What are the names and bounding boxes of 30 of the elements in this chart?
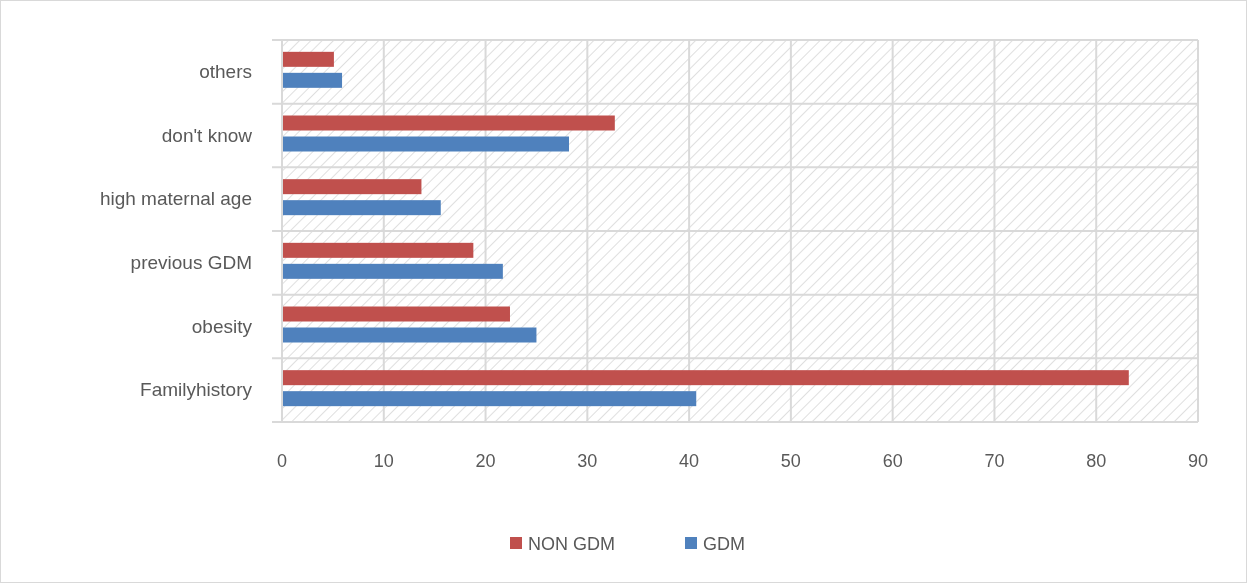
x-tick-label: 80: [1086, 451, 1107, 471]
x-tick-label: 20: [475, 451, 496, 471]
legend-label: NON GDM: [528, 534, 615, 554]
x-tick-label: 90: [1187, 451, 1209, 471]
x-tick-label: 30: [577, 451, 598, 471]
y-tick-label: high maternal age: [99, 188, 252, 210]
legend-label: GDM: [703, 534, 745, 554]
y-tick-label: don't know: [161, 124, 253, 146]
bar: [282, 391, 697, 407]
x-tick-label: 60: [882, 451, 903, 471]
x-tick-label: 70: [984, 451, 1005, 471]
bar: [282, 306, 510, 322]
bar: [282, 179, 422, 195]
y-tick-label: obesity: [191, 315, 253, 337]
bar: [282, 370, 1129, 386]
bar: [282, 242, 474, 258]
y-tick-label: previous GDM: [130, 251, 252, 273]
x-tick-label: 0: [276, 451, 288, 471]
x-tick-label: 50: [780, 451, 801, 471]
bar: [282, 72, 343, 88]
bar: [282, 200, 441, 216]
bar: [282, 327, 537, 343]
bar: [282, 263, 503, 279]
bar: [282, 136, 570, 152]
bar: [282, 51, 334, 67]
y-tick-label: others: [199, 60, 252, 82]
bar: [282, 115, 615, 131]
x-tick-label: 10: [373, 451, 394, 471]
y-tick-label: Familyhistory: [140, 379, 253, 401]
x-tick-label: 40: [679, 451, 700, 471]
